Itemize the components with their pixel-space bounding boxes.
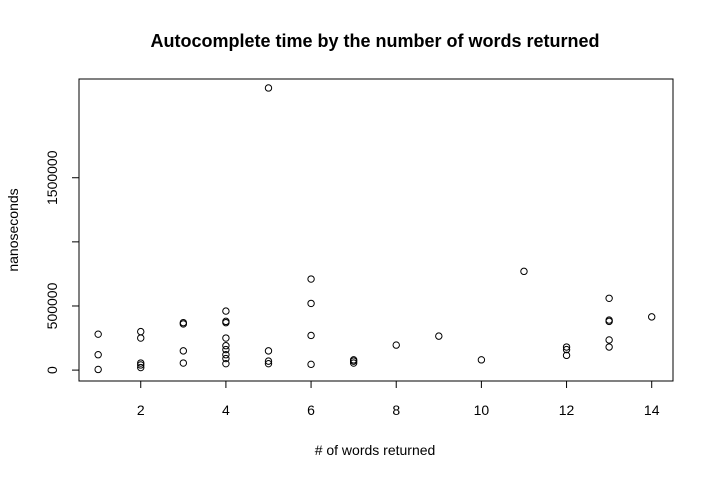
x-axis-label: # of words returned	[315, 442, 436, 458]
data-point	[264, 359, 273, 368]
data-point	[264, 357, 273, 365]
data-point	[349, 359, 358, 367]
data-point	[137, 334, 145, 342]
data-point	[605, 317, 613, 326]
plot-frame	[78, 78, 674, 382]
data-point	[94, 351, 102, 359]
y-tick-label: 500000	[44, 282, 60, 329]
data-points	[94, 84, 656, 374]
data-point	[605, 343, 613, 351]
data-point	[435, 332, 443, 340]
x-tick-label: 10	[474, 402, 490, 418]
data-point	[222, 359, 230, 368]
data-point	[605, 336, 613, 344]
data-point	[222, 334, 230, 342]
x-tick-label: 8	[392, 402, 400, 418]
data-point	[222, 345, 230, 354]
data-point	[137, 363, 145, 372]
data-point	[179, 320, 188, 328]
data-point	[264, 84, 273, 92]
data-point	[222, 318, 230, 327]
data-point	[264, 347, 273, 355]
data-point	[605, 294, 613, 302]
x-tick-label: 12	[559, 402, 575, 418]
x-tick-label: 2	[137, 402, 145, 418]
x-tick-label: 6	[307, 402, 315, 418]
y-tick-label: 1500000	[44, 150, 60, 205]
data-point	[307, 275, 315, 283]
data-point	[179, 359, 188, 367]
data-point	[94, 365, 102, 374]
data-point	[94, 330, 102, 338]
y-tick-label: 0	[44, 366, 60, 374]
data-point	[222, 351, 230, 359]
data-point	[222, 307, 230, 315]
data-point	[562, 343, 571, 351]
data-point	[222, 354, 230, 363]
chart-title: Autocomplete time by the number of words…	[150, 31, 599, 51]
data-point	[307, 299, 315, 308]
x-tick-label: 14	[644, 402, 660, 418]
data-point	[477, 356, 486, 364]
y-axis: 0 500000 1500000	[44, 150, 80, 374]
data-point	[137, 361, 145, 369]
data-point	[307, 331, 315, 340]
x-axis: 2 4 6 8 10 12 14	[137, 380, 660, 418]
data-point	[392, 341, 400, 349]
y-axis-label: nanoseconds	[5, 188, 21, 271]
data-point	[349, 357, 358, 365]
data-point	[562, 351, 571, 360]
data-point	[648, 313, 656, 321]
data-point	[222, 342, 230, 350]
x-tick-label: 4	[222, 402, 230, 418]
data-point	[562, 345, 571, 354]
data-point	[137, 327, 145, 336]
data-point	[307, 360, 315, 369]
data-point	[137, 359, 145, 367]
data-point	[520, 267, 528, 276]
data-point	[179, 347, 188, 355]
